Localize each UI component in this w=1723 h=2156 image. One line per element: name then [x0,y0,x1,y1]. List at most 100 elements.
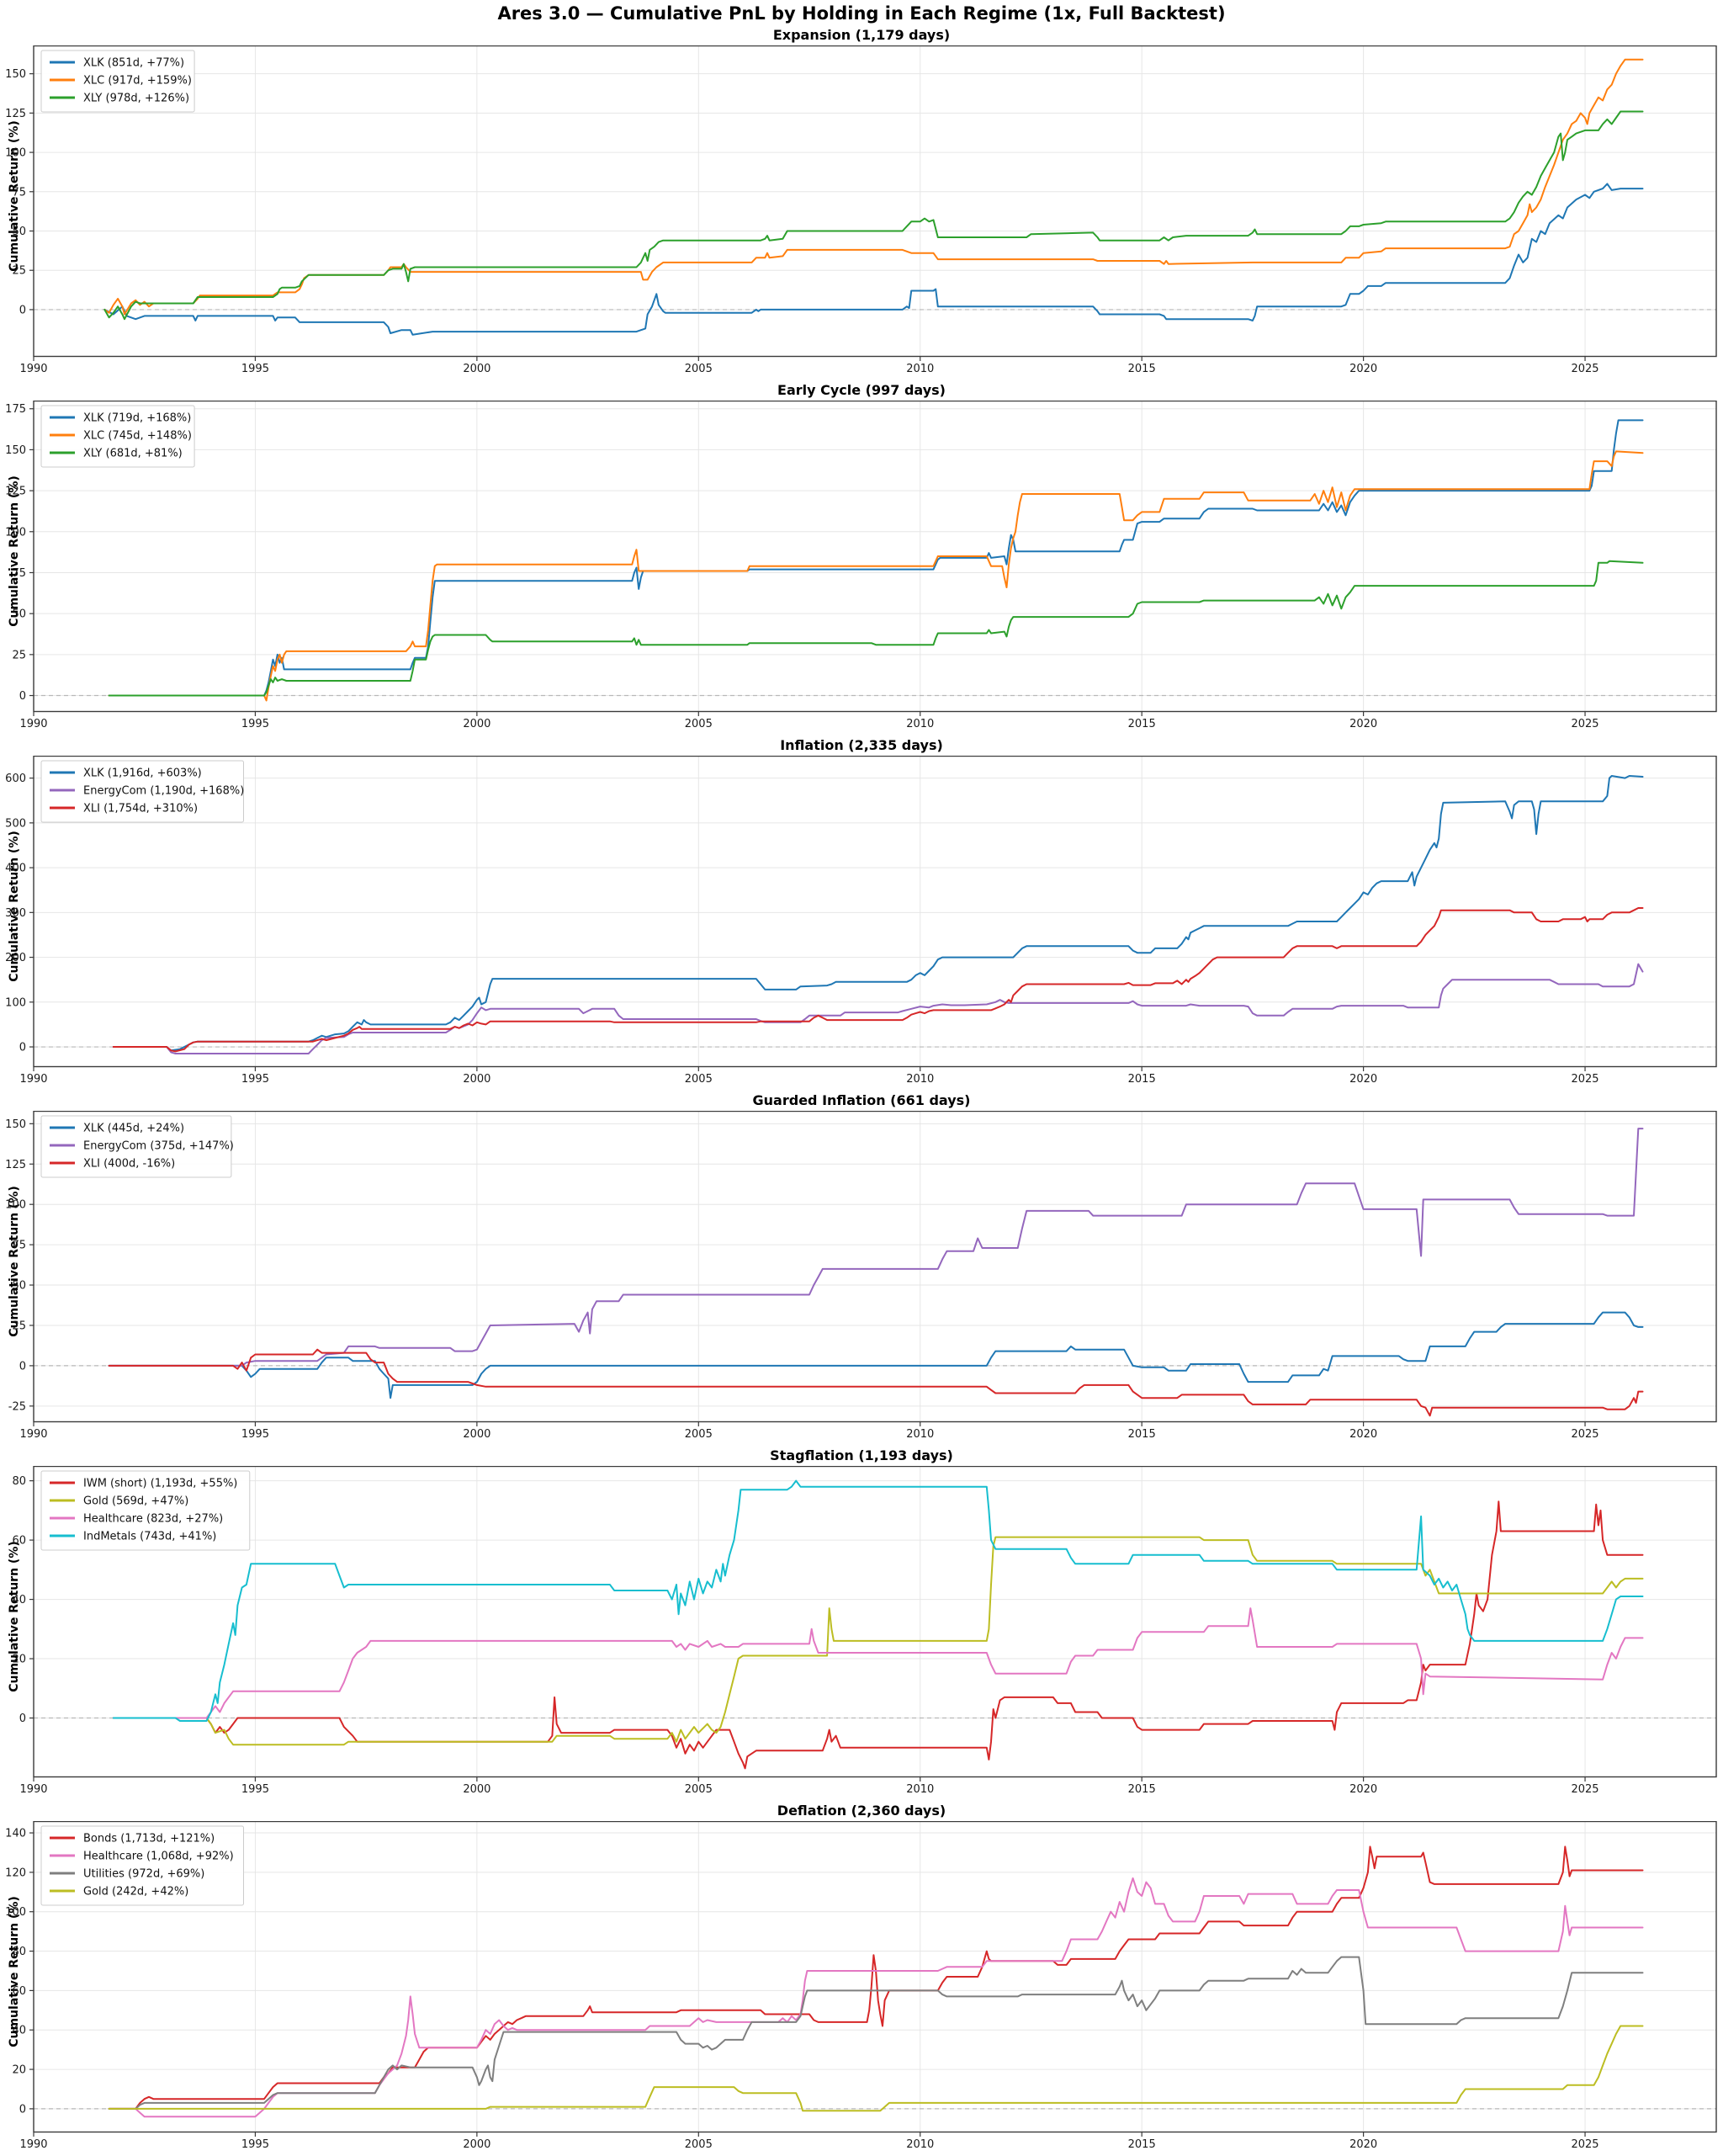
y-tick-label: 200 [5,952,26,964]
x-tick-label: 2005 [685,2138,713,2151]
y-tick-label: 25 [12,265,26,278]
panel-title: Early Cycle (997 days) [777,382,946,398]
y-tick-label: 120 [5,1867,26,1879]
panel-title: Deflation (2,360 days) [777,1803,946,1819]
y-tick-label: 600 [5,773,26,785]
x-tick-label: 1990 [19,1073,47,1086]
series-line-energycom [108,1128,1644,1367]
y-tick-label: 50 [12,226,26,238]
x-tick-label: 2015 [1128,1073,1156,1086]
x-tick-label: 2010 [906,718,934,730]
y-tick-label: 100 [5,526,26,539]
y-tick-label: 100 [5,996,26,1009]
plot-expansion: 1990 1995 2000 2005 2010 2015 2020 2025 0 25 50 75 1… [5,45,1717,375]
panel-guarded-inflation: Guarded Inflation (661 days) Cumulative … [0,1091,1723,1446]
x-tick-label: 2025 [1571,1783,1598,1796]
legend-label: Healthcare (823d, +27%) [83,1513,223,1526]
x-tick-label: 2025 [1571,363,1598,375]
y-tick-label: 75 [12,1240,26,1252]
x-tick-label: 1990 [19,1783,47,1796]
y-tick-label: 0 [19,1042,26,1054]
y-tick-label: 80 [12,1946,26,1958]
x-tick-label: 2020 [1349,718,1377,730]
plot-inflation: 1990 1995 2000 2005 2010 2015 2020 2025 0 100 200 3… [5,756,1717,1086]
x-tick-label: 2005 [685,1783,713,1796]
legend-label: XLI (1,754d, +310%) [83,803,198,815]
series-line-xlk [108,419,1644,697]
series-line-xlc [108,450,1644,702]
series-line-healthcare [112,1607,1644,1719]
x-tick-label: 2025 [1571,1073,1598,1086]
panel-title: Expansion (1,179 days) [772,27,951,43]
panel-deflation: Deflation (2,360 days) Cumulative Return… [0,1801,1723,2156]
y-tick-label: 0 [19,1360,26,1373]
legend-label: IndMetals (743d, +41%) [83,1531,216,1543]
panel-title: Stagflation (1,193 days) [770,1447,953,1463]
legend [40,1115,232,1178]
panel-title: Guarded Inflation (661 days) [752,1092,971,1108]
plot-border [33,1466,1717,1778]
y-tick-label: 400 [5,863,26,875]
y-tick-label: 40 [12,1594,26,1606]
x-tick-label: 2005 [685,1073,713,1086]
x-tick-label: 2015 [1128,1428,1156,1441]
series-line-xli [108,1348,1644,1417]
legend-label: XLK (1,916d, +603%) [83,767,202,780]
figure-title: Ares 3.0 — Cumulative PnL by Holding in … [497,3,1226,24]
legend-label: IWM (short) (1,193d, +55%) [83,1478,237,1490]
x-tick-label: 2020 [1349,1073,1377,1086]
y-tick-label: 150 [5,444,26,457]
plot-border [33,1111,1717,1423]
x-tick-label: 2000 [463,1073,490,1086]
x-tick-label: 2020 [1349,363,1377,375]
series-line-gold [112,1536,1644,1746]
x-tick-label: 1995 [241,718,269,730]
legend-label: Bonds (1,713d, +121%) [83,1833,215,1845]
y-tick-label: 20 [12,2064,26,2077]
x-tick-label: 2015 [1128,1783,1156,1796]
y-tick-label: 20 [12,1654,26,1666]
x-tick-label: 1995 [241,1783,269,1796]
x-tick-label: 2015 [1128,2138,1156,2151]
legend-label: XLC (745d, +148%) [83,430,192,443]
plot-border [33,1821,1717,2133]
series-line-xlk [112,775,1644,1052]
x-tick-label: 2025 [1571,1428,1598,1441]
legend-label: XLK (445d, +24%) [83,1123,184,1135]
series-line-healthcare [108,1877,1644,2118]
x-tick-label: 1995 [241,2138,269,2151]
series-line-bonds [108,1845,1644,2110]
x-tick-label: 2025 [1571,718,1598,730]
panel-expansion: Expansion (1,179 days) Cumulative Return… [0,25,1723,380]
x-tick-label: 2005 [685,363,713,375]
panel-stagflation: Stagflation (1,193 days) Cumulative Retu… [0,1446,1723,1801]
y-tick-label: 0 [19,690,26,703]
y-tick-label: 500 [5,817,26,830]
y-tick-label: 140 [5,1828,26,1840]
x-tick-label: 2025 [1571,2138,1598,2151]
x-tick-label: 2010 [906,1073,934,1086]
y-tick-label: 100 [5,147,26,160]
x-tick-label: 1990 [19,1428,47,1441]
legend-label: Gold (242d, +42%) [83,1886,188,1898]
series-line-xlk [103,183,1644,336]
legend-label: EnergyCom (375d, +147%) [83,1140,234,1153]
y-tick-label: 40 [12,2025,26,2037]
y-tick-label: 25 [12,649,26,661]
x-tick-label: 2020 [1349,1783,1377,1796]
legend-label: XLC (917d, +159%) [83,75,192,88]
series-line-indmetals [112,1479,1644,1722]
series-line-utilities [108,1956,1644,2110]
y-tick-label: 125 [5,486,26,498]
legend [40,50,195,113]
x-tick-label: 2015 [1128,718,1156,730]
x-tick-label: 2000 [463,363,490,375]
legend-label: EnergyCom (1,190d, +168%) [83,785,244,798]
x-tick-label: 1990 [19,2138,47,2151]
y-tick-label: 150 [5,68,26,81]
y-tick-label: 300 [5,907,26,920]
x-tick-label: 2000 [463,718,490,730]
y-tick-label: 150 [5,1118,26,1131]
legend-label: XLY (978d, +126%) [83,93,189,105]
